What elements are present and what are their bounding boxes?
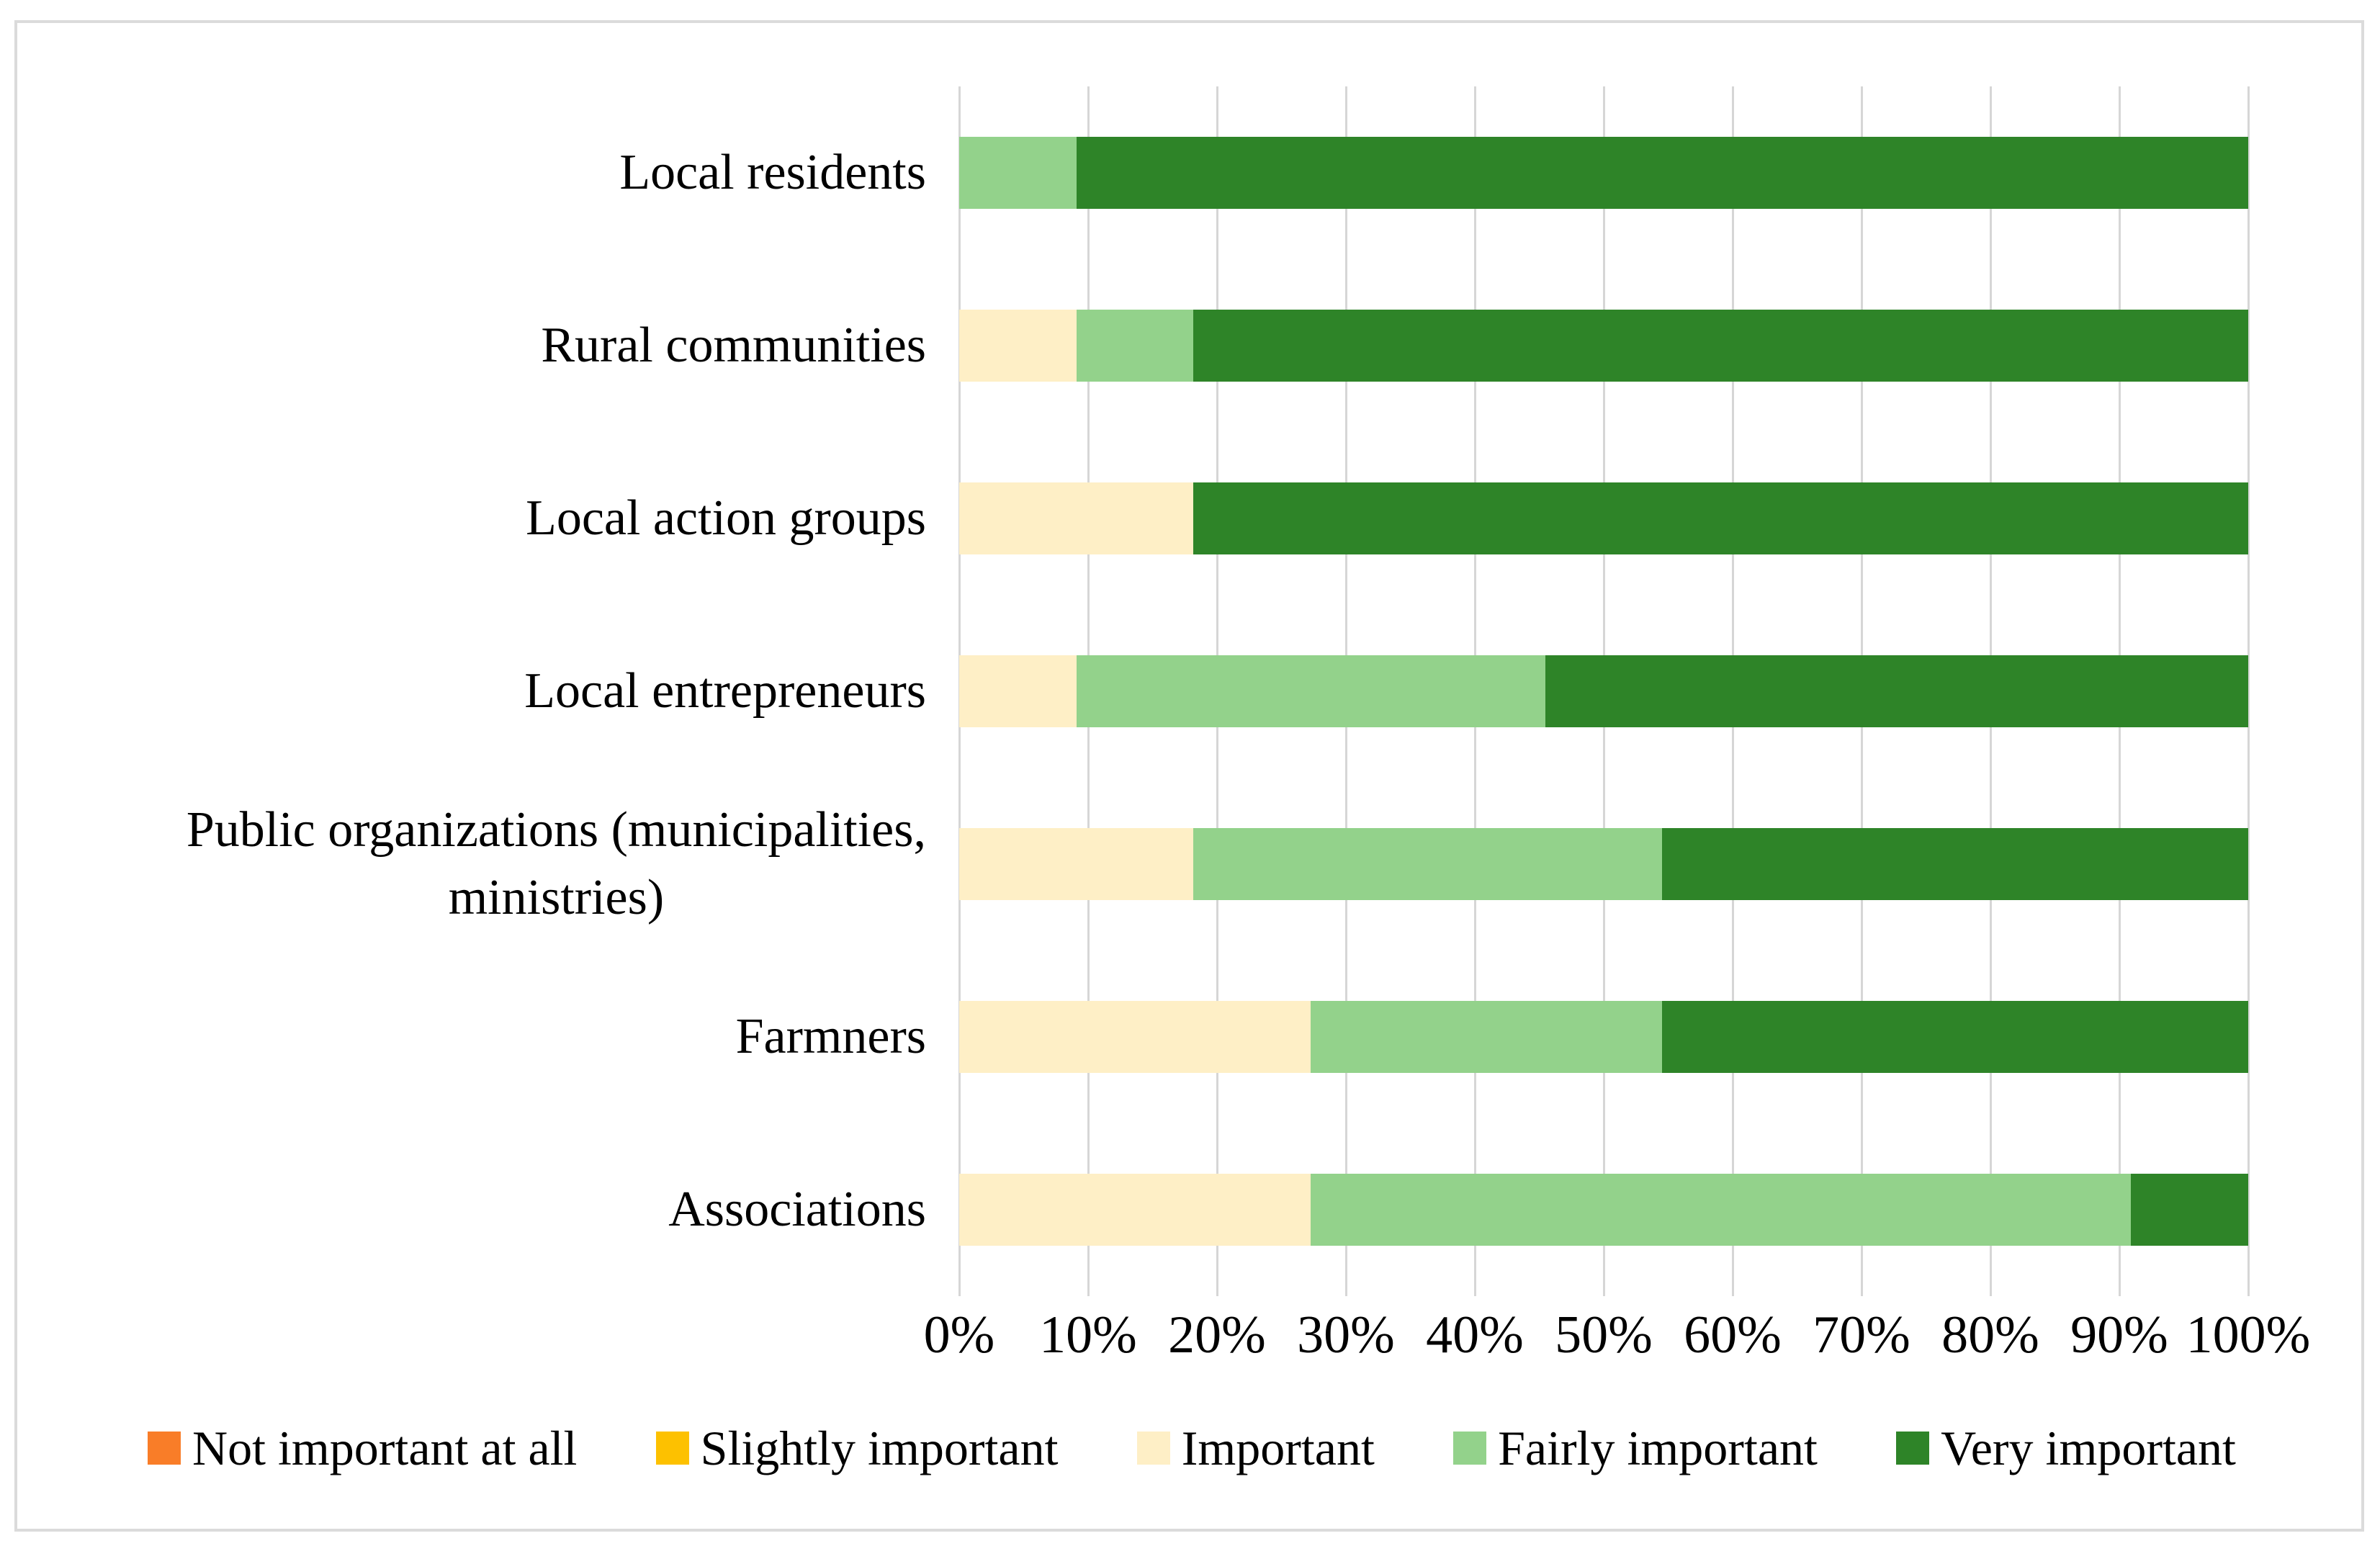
bar-segment-important [959, 1174, 1311, 1246]
bar-row-rural-communities [959, 259, 2248, 432]
plot-area [958, 86, 2250, 1296]
x-tick-label: 70% [1813, 1305, 1910, 1365]
legend-swatch-important [1136, 1432, 1170, 1465]
category-label-row: Rural communities [36, 259, 936, 432]
legend-swatch-fairly-important [1453, 1432, 1487, 1465]
bar [959, 310, 2248, 382]
category-label: Local action groups [526, 490, 926, 546]
x-tick-label: 20% [1168, 1305, 1266, 1365]
legend-item-not-important-at-all: Not important at all [148, 1420, 577, 1477]
legend-item-fairly-important: Fairly important [1453, 1420, 1818, 1477]
legend-item-very-important: Very important [1896, 1420, 2236, 1477]
x-tick-label: 0% [923, 1305, 995, 1365]
bar-segment-very-important [1662, 1001, 2248, 1073]
bar [959, 1001, 2248, 1073]
bar [959, 1174, 2248, 1246]
bar [959, 482, 2248, 554]
legend-swatch-very-important [1896, 1432, 1930, 1465]
x-tick-label: 10% [1039, 1305, 1137, 1365]
category-label-row: Local residents [36, 86, 936, 259]
category-label: Local entrepreneurs [524, 662, 926, 719]
bar [959, 828, 2248, 900]
bar-row-associations [959, 1123, 2248, 1296]
legend-swatch-not-important-at-all [148, 1432, 181, 1465]
bar-row-local-residents [959, 86, 2248, 259]
bar-segment-important [959, 655, 1077, 727]
bar-segment-fairly-important [1076, 655, 1545, 727]
x-tick-label: 60% [1684, 1305, 1782, 1365]
category-label-row: Farmners [36, 950, 936, 1123]
bar-segment-fairly-important [959, 137, 1077, 209]
bar-segment-important [959, 1001, 1311, 1073]
legend-label: Fairly important [1498, 1420, 1818, 1475]
bar-segment-very-important [2131, 1174, 2248, 1246]
bar-segment-fairly-important [1076, 310, 1194, 382]
category-labels: Local residents Rural communities Local ac… [36, 86, 936, 1296]
bar-segment-fairly-important [1311, 1174, 2132, 1246]
category-label: Rural communities [541, 317, 926, 373]
category-label: Farmners [735, 1008, 926, 1064]
bar-segment-important [959, 482, 1194, 554]
bar-segment-very-important [1545, 655, 2248, 727]
category-label-row: Local entrepreneurs [36, 605, 936, 778]
gridline-100 [2247, 86, 2250, 1296]
legend-item-slightly-important: Slightly important [655, 1420, 1059, 1477]
legend: Not important at all Slightly important Im… [148, 1408, 2236, 1488]
x-axis: 0% 10% 20% 30% 40% 50% 60% 70% 80% 90% 100% [924, 1305, 2311, 1384]
bar-segment-very-important [1662, 828, 2248, 900]
bar [959, 655, 2248, 727]
category-label: Local residents [619, 144, 926, 200]
legend-label: Not important at all [192, 1420, 578, 1475]
category-label: Public organizations (municipalities, mi… [186, 801, 926, 926]
legend-label: Important [1181, 1420, 1375, 1475]
bar [959, 137, 2248, 209]
x-tick-label: 80% [1941, 1305, 2039, 1365]
bar-row-farmners [959, 950, 2248, 1123]
bar-segment-fairly-important [1311, 1001, 1663, 1073]
x-tick-label: 90% [2070, 1305, 2168, 1365]
legend-label: Slightly important [700, 1420, 1059, 1475]
bar-row-local-entrepreneurs [959, 605, 2248, 778]
category-label-row: Local action groups [36, 432, 936, 605]
x-tick-label: 100% [2186, 1305, 2311, 1365]
x-tick-label: 40% [1426, 1305, 1524, 1365]
bar-segment-important [959, 310, 1077, 382]
x-tick-label: 50% [1555, 1305, 1653, 1365]
bar-row-local-action-groups [959, 432, 2248, 605]
bar-segment-very-important [1076, 137, 2248, 209]
category-label-row: Public organizations (municipalities, mi… [36, 778, 936, 950]
legend-label: Very important [1941, 1420, 2236, 1475]
legend-swatch-slightly-important [655, 1432, 689, 1465]
category-label: Associations [668, 1181, 926, 1237]
legend-item-important: Important [1136, 1420, 1375, 1477]
bar-segment-very-important [1193, 310, 2248, 382]
bar-segment-important [959, 828, 1194, 900]
category-label-row: Associations [36, 1123, 936, 1296]
bar-row-public-organizations-municipalities [959, 778, 2248, 950]
bar-segment-very-important [1193, 482, 2248, 554]
bar-segment-fairly-important [1193, 828, 1663, 900]
bars [959, 86, 2248, 1296]
x-tick-label: 30% [1297, 1305, 1395, 1365]
